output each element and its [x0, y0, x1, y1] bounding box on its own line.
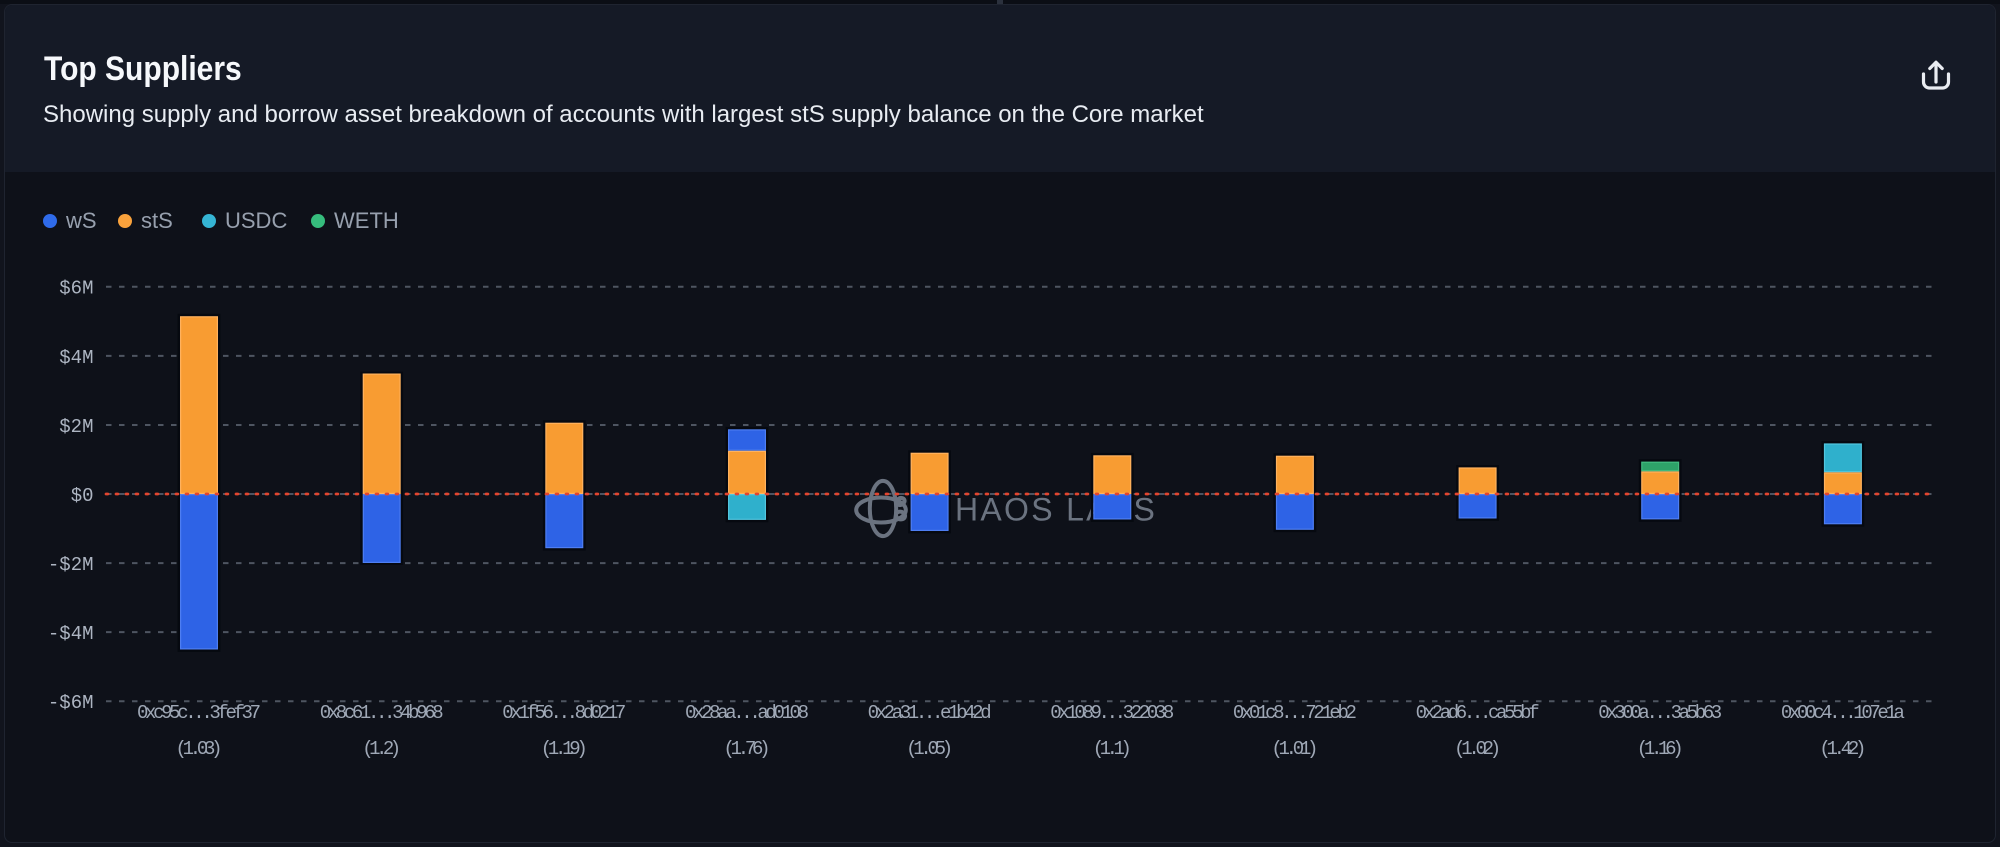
- svg-text:$0: $0: [71, 485, 94, 507]
- svg-text:0x2a31...e1b42d: 0x2a31...e1b42d: [868, 702, 992, 724]
- svg-text:$2M: $2M: [59, 416, 93, 438]
- svg-text:0x2ad6...ca55bf: 0x2ad6...ca55bf: [1416, 702, 1540, 724]
- svg-text:0x01c8...721eb2: 0x01c8...721eb2: [1233, 702, 1357, 724]
- svg-text:(1.03): (1.03): [176, 738, 223, 760]
- svg-text:-$2M: -$2M: [48, 554, 94, 576]
- svg-text:0x28aa...ad0108: 0x28aa...ad0108: [685, 702, 809, 724]
- svg-text:0x00c4...107e1a: 0x00c4...107e1a: [1781, 702, 1905, 724]
- svg-text:(1.2): (1.2): [362, 738, 401, 760]
- svg-text:(1.1): (1.1): [1093, 738, 1132, 760]
- svg-text:-$6M: -$6M: [48, 692, 94, 714]
- svg-text:(1.42): (1.42): [1819, 738, 1866, 760]
- svg-text:(1.05): (1.05): [906, 738, 953, 760]
- svg-text:-$4M: -$4M: [48, 623, 94, 645]
- svg-text:0x300a...3a5b63: 0x300a...3a5b63: [1598, 702, 1722, 724]
- svg-text:(1.02): (1.02): [1454, 738, 1501, 760]
- svg-text:0x8c61...34b968: 0x8c61...34b968: [320, 702, 444, 724]
- svg-text:0x1089...322038: 0x1089...322038: [1050, 702, 1174, 724]
- svg-text:(1.76): (1.76): [724, 738, 771, 760]
- svg-text:$4M: $4M: [59, 347, 93, 369]
- svg-text:(1.19): (1.19): [541, 738, 588, 760]
- svg-text:(1.01): (1.01): [1271, 738, 1318, 760]
- svg-text:0xc95c...3fef37: 0xc95c...3fef37: [137, 702, 261, 724]
- svg-text:(1.16): (1.16): [1637, 738, 1684, 760]
- svg-text:0x1f56...8d0217: 0x1f56...8d0217: [502, 702, 626, 724]
- svg-text:$6M: $6M: [59, 278, 93, 300]
